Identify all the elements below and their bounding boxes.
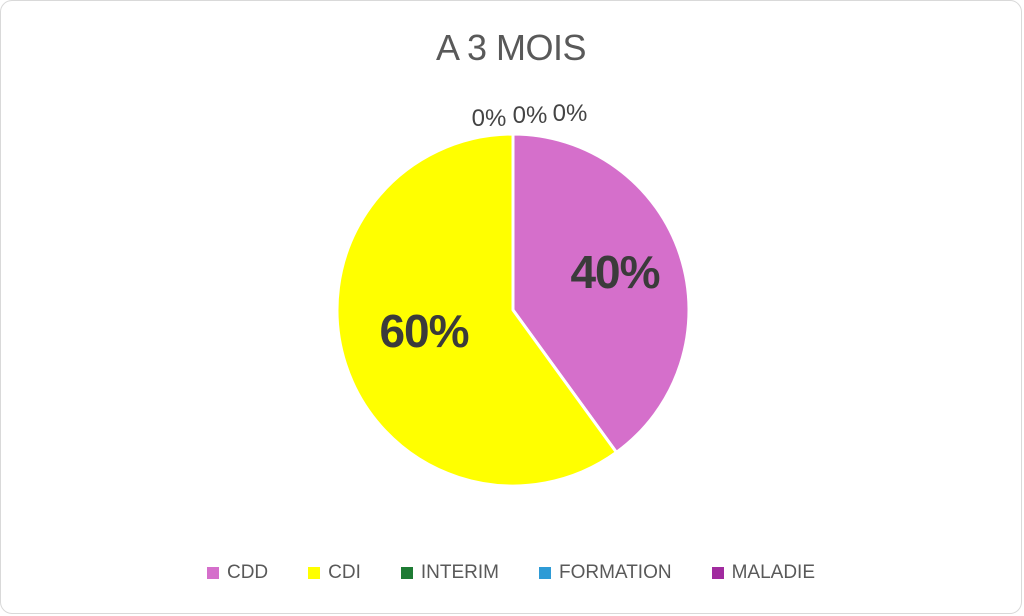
legend-swatch-cdd — [206, 567, 219, 579]
pie-chart — [335, 132, 691, 488]
legend-label-formation: FORMATION — [559, 562, 672, 583]
legend-label-cdd: CDD — [226, 562, 269, 583]
data-label-cdi: 60% — [379, 305, 469, 357]
legend-label-maladie: MALADIE — [731, 562, 816, 583]
data-label-maladie: 0% — [552, 100, 588, 127]
legend-item-formation[interactable]: FORMATION — [539, 562, 672, 584]
legend-swatch-interim — [400, 567, 413, 579]
legend-label-interim: INTERIM — [420, 562, 499, 583]
legend-swatch-formation — [539, 567, 551, 579]
chart-title: A 3 MOIS — [435, 27, 587, 68]
legend-item-interim[interactable]: INTERIM — [400, 562, 499, 584]
data-label-interim: 0% — [471, 105, 507, 132]
legend-item-maladie[interactable]: MALADIE — [711, 562, 816, 584]
legend-swatch-maladie — [711, 567, 724, 579]
legend-swatch-cdi — [308, 567, 321, 579]
legend-item-cdi[interactable]: CDI — [308, 562, 361, 584]
legend-label-cdi: CDI — [328, 562, 361, 583]
pie-slice-cdi[interactable] — [335, 132, 618, 488]
legend: CDD CDI INTERIM FORMATION MALADIE — [1, 562, 1021, 584]
legend-item-cdd[interactable]: CDD — [206, 562, 269, 584]
data-label-cdd: 40% — [570, 246, 660, 298]
pie-slice-cdd[interactable] — [511, 132, 691, 454]
data-label-formation: 0% — [512, 102, 548, 129]
